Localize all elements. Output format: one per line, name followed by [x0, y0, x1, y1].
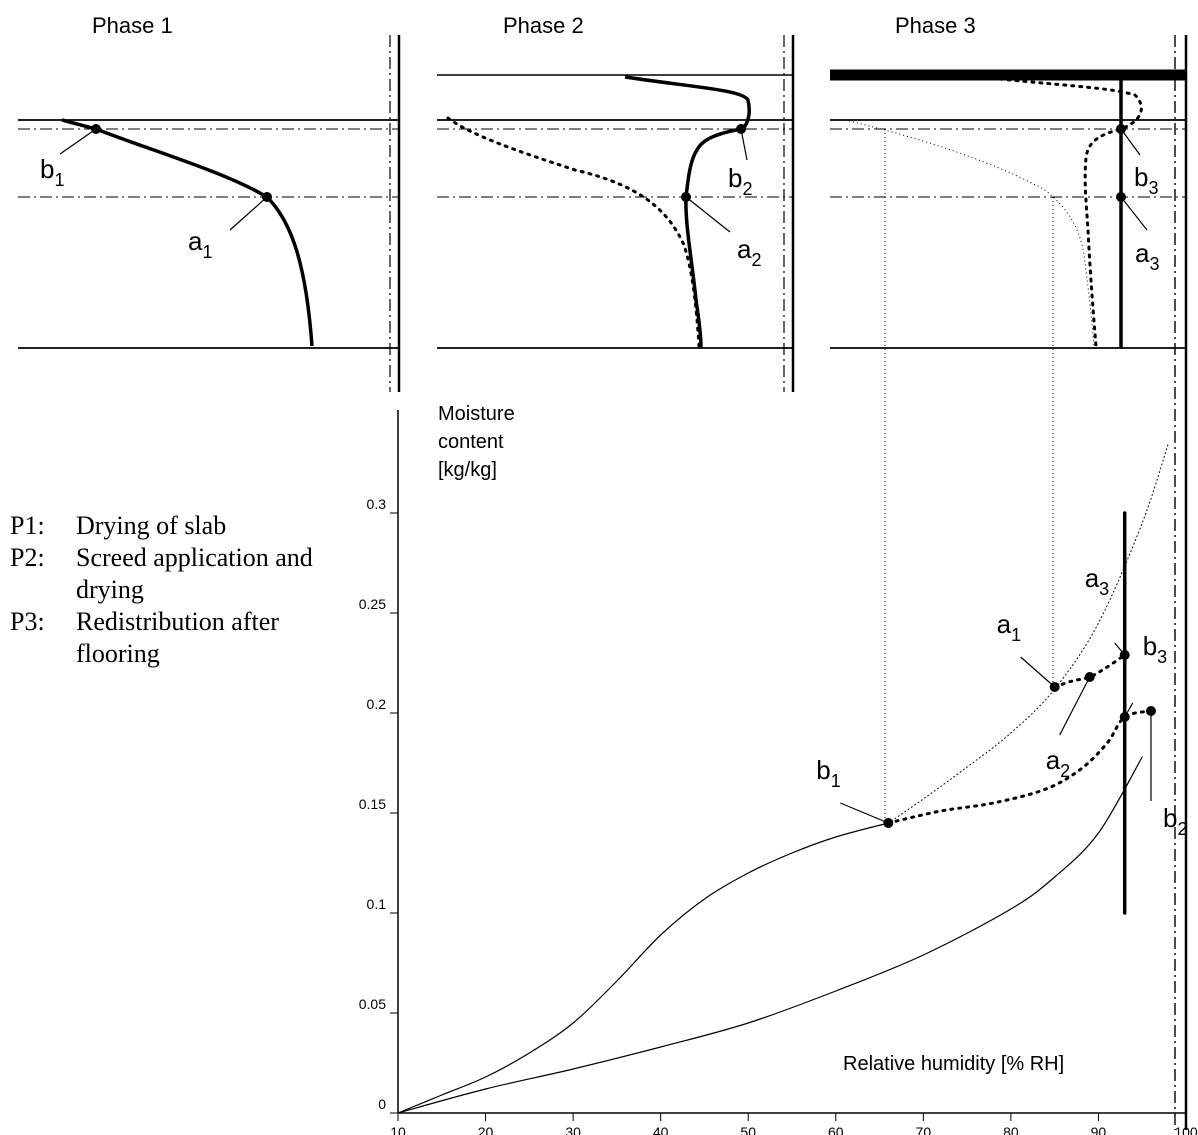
phase-2-a2-leader	[685, 196, 731, 233]
x-tick-label: 80	[1003, 1124, 1019, 1135]
phase-2-title: Phase 2	[503, 13, 584, 38]
point-leader	[1020, 656, 1056, 688]
y-tick-label: 0.1	[367, 896, 387, 912]
y-tick-label: 0.2	[367, 696, 387, 712]
legend-code-p2: P2:	[10, 543, 45, 572]
y-tick-label: 0.15	[359, 796, 386, 812]
phase-path-b	[886, 709, 1153, 825]
x-tick-label: 30	[565, 1124, 581, 1135]
phase-legend: P1: Drying of slab P2: Screed applicatio…	[10, 510, 340, 670]
phase-2-label-a2: a2	[737, 234, 761, 270]
phase-2-initial-profile	[446, 116, 701, 348]
projection-lines	[884, 129, 1054, 822]
x-tick-label: 60	[828, 1124, 844, 1135]
legend-code-p1: P1:	[10, 511, 45, 540]
legend-item-p1: P1: Drying of slab	[10, 510, 340, 542]
data-point	[1119, 650, 1130, 660]
point-label: b1	[816, 755, 840, 791]
data-point	[1145, 706, 1156, 716]
y-axis-label: Moisture content [kg/kg]	[438, 403, 515, 481]
x-tick-label: 50	[740, 1124, 756, 1135]
legend-text-p2: Screed application and drying	[76, 543, 313, 604]
phase-3-a3-leader	[1120, 196, 1148, 231]
y-tick-label: 0.25	[359, 596, 386, 612]
point-label: a3	[1085, 563, 1109, 599]
desorption-curve	[397, 822, 889, 1114]
phase-2-b2-leader	[740, 128, 748, 161]
data-point	[1119, 712, 1130, 722]
legend-text-p1: Drying of slab	[76, 511, 227, 540]
legend-item-p2: P2: Screed application and drying	[10, 542, 340, 606]
legend-code-p3: P3:	[10, 607, 45, 636]
legend-text-p3: Redistribution after flooring	[76, 607, 279, 668]
y-ticks: 0 0.05 0.1 0.15 0.2 0.25 0.3	[359, 496, 398, 1114]
y-tick-label: 0.3	[367, 496, 387, 512]
x-tick-label: 70	[916, 1124, 932, 1135]
phase-3-b3-leader	[1120, 128, 1141, 156]
y-axis-label-line-2: content	[438, 431, 504, 453]
data-point	[1084, 672, 1095, 682]
phase-3-initial-profile	[844, 119, 1095, 348]
point-label: b3	[1143, 631, 1167, 667]
x-tick-label: 20	[478, 1124, 494, 1135]
x-ticks: 10 20 30 40 50 60 70 80 90 100	[390, 1113, 1198, 1135]
x-axis-label: Relative humidity [% RH]	[843, 1053, 1064, 1075]
phase-1-label-b1: b1	[40, 154, 64, 190]
point-label: a2	[1046, 745, 1070, 781]
x-tick-label: 90	[1091, 1124, 1107, 1135]
data-point	[1049, 682, 1060, 692]
screed-desorption-curve	[887, 442, 1169, 824]
phase-1-a1-leader	[229, 196, 268, 231]
sorption-chart: 0 0.05 0.1 0.15 0.2 0.25 0.3 10 20 30 40 50 60 70 80 9…	[359, 403, 1198, 1135]
x-tick-label: 100	[1174, 1124, 1198, 1135]
x-tick-label: 40	[653, 1124, 669, 1135]
points-group: b1 a1 a2 a3 b3 b2	[816, 563, 1187, 839]
phase-1-b1-leader	[59, 128, 97, 155]
y-tick-label: 0	[378, 1096, 386, 1112]
point-label: a1	[997, 609, 1021, 645]
legend-item-p3: P3: Redistribution after flooring	[10, 606, 340, 670]
y-tick-label: 0.05	[359, 996, 386, 1012]
absorption-curve	[397, 756, 1143, 1114]
series-group	[397, 442, 1169, 1114]
phase-3-label-b3: b3	[1134, 162, 1158, 198]
phase-3-intermediate-profile	[998, 77, 1143, 348]
phase-2-profile-curve	[624, 75, 751, 348]
data-point	[883, 818, 894, 828]
phase-path-a	[1053, 653, 1127, 689]
y-axis-label-line-1: Moisture	[438, 403, 515, 425]
phase-1-panel	[18, 35, 401, 392]
phase-1-label-a1: a1	[188, 226, 212, 262]
point-label: b2	[1163, 803, 1187, 839]
phase-1-profile-curve	[61, 118, 314, 347]
phase-2-label-b2: b2	[728, 163, 752, 199]
y-axis-label-line-3: [kg/kg]	[438, 459, 497, 481]
phase-3-panel	[830, 35, 1188, 1130]
point-leader	[1059, 676, 1091, 736]
x-tick-label: 10	[390, 1124, 406, 1135]
point-leader	[840, 802, 889, 824]
phase-3-label-a3: a3	[1135, 238, 1159, 274]
phase-1-title: Phase 1	[92, 13, 173, 38]
phase-3-title: Phase 3	[895, 13, 976, 38]
phase-2-panel	[437, 35, 795, 392]
